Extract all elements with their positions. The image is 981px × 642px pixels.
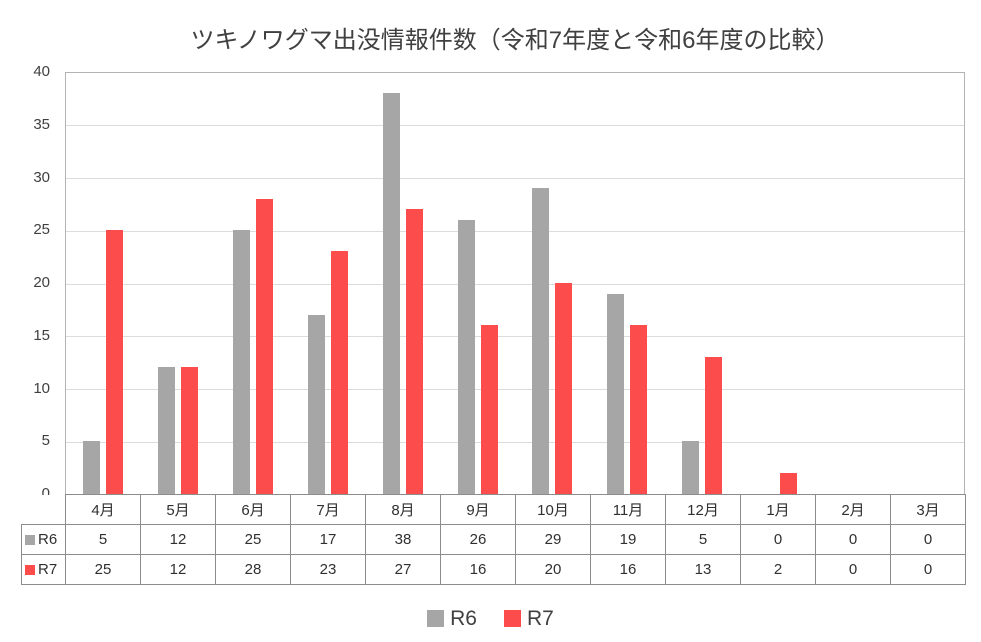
data-table: 4月 5月 6月 7月 8月 9月 10月 11月 12月 1月 2月 3月 R6 5 12 25 17 38 26…: [21, 494, 966, 585]
gridline: [66, 441, 964, 443]
value-cell: 13: [665, 554, 741, 585]
y-tick-label: 0: [41, 485, 50, 502]
month-header-cell: 2月: [815, 494, 891, 525]
bar-r6: [233, 230, 251, 494]
bar-r6: [158, 367, 176, 494]
month-header-cell: 4月: [65, 494, 141, 525]
value-cell: 0: [815, 524, 891, 555]
series-header-cell: R6: [21, 524, 66, 555]
bar-r7: [779, 472, 797, 494]
y-tick-label: 25: [33, 221, 50, 239]
value-cell: 0: [890, 524, 966, 555]
bar-r6: [532, 188, 550, 494]
value-cell: 12: [140, 524, 216, 555]
table-row-months: 4月 5月 6月 7月 8月 9月 10月 11月 12月 1月 2月 3月: [21, 494, 966, 525]
bar-r7: [705, 356, 723, 494]
legend-label: R6: [450, 606, 477, 630]
value-cell: 0: [815, 554, 891, 585]
gridline: [66, 389, 964, 390]
y-tick-label: 10: [33, 379, 50, 397]
value-cell: 0: [740, 524, 816, 555]
bar-r7: [106, 230, 124, 494]
bar-r7: [405, 209, 423, 494]
chart-title: ツキノワグマ出没情報件数（令和7年度と令和6年度の比較）: [190, 27, 840, 54]
value-cell: 19: [590, 524, 666, 555]
gridline: [66, 336, 964, 338]
month-header-cell: 5月: [140, 494, 216, 525]
month-header-cell: 3月: [890, 494, 966, 525]
legend: R6 R7: [0, 605, 981, 631]
y-tick-label: 15: [33, 326, 50, 344]
value-cell: 5: [65, 524, 141, 555]
bar-r6: [607, 293, 625, 494]
table-row-r7: R7 25 12 28 23 27 16 20 16 13 2 0 0: [21, 554, 966, 585]
bar-r6: [307, 314, 325, 494]
y-tick-label: 35: [33, 115, 50, 133]
value-cell: 17: [290, 524, 366, 555]
bar-r7: [256, 198, 274, 494]
value-cell: 26: [440, 524, 516, 555]
series-swatch-icon: [25, 535, 35, 545]
value-cell: 29: [515, 524, 591, 555]
value-cell: 28: [215, 554, 291, 585]
legend-swatch-icon: [427, 609, 445, 627]
gridline: [66, 230, 964, 232]
bar-r6: [457, 219, 475, 494]
value-cell: 27: [365, 554, 441, 585]
plot-area: [65, 72, 965, 494]
bar-r6: [83, 441, 101, 494]
value-cell: 16: [440, 554, 516, 585]
month-header-cell: 11月: [590, 494, 666, 525]
bar-r7: [181, 367, 199, 494]
gridline: [66, 283, 964, 285]
value-cell: 25: [215, 524, 291, 555]
bar-r6: [382, 93, 400, 494]
gridline: [66, 125, 964, 127]
y-tick-label: 30: [33, 168, 50, 186]
value-cell: 38: [365, 524, 441, 555]
legend-swatch-icon: [504, 609, 521, 627]
legend-item-r7: R7: [504, 608, 554, 629]
series-swatch-icon: [25, 565, 35, 575]
y-tick-label: 40: [33, 63, 50, 80]
value-cell: 2: [740, 554, 816, 585]
month-header-cell: 1月: [740, 494, 816, 525]
month-header-cell: 9月: [440, 494, 516, 525]
table-row-r6: R6 5 12 25 17 38 26 29 19 5 0 0 0: [21, 524, 966, 555]
y-tick-label: 5: [41, 432, 50, 450]
bar-r7: [480, 325, 498, 494]
value-cell: 20: [515, 554, 591, 585]
month-header-cell: 10月: [515, 494, 591, 525]
bar-r7: [630, 325, 648, 494]
month-header-cell: 12月: [665, 494, 741, 525]
month-header-cell: 8月: [365, 494, 441, 525]
value-cell: 5: [665, 524, 741, 555]
y-axis-tick-labels: 0 5 10 15 20 25 30 35 40: [0, 0, 50, 642]
value-cell: 12: [140, 554, 216, 585]
value-cell: 0: [890, 554, 966, 585]
gridline: [66, 178, 964, 179]
month-header-cell: 7月: [290, 494, 366, 525]
bar-r7: [330, 251, 348, 494]
value-cell: 25: [65, 554, 141, 585]
series-header-cell: R7: [21, 554, 66, 585]
month-header-cell: 6月: [215, 494, 291, 525]
value-cell: 23: [290, 554, 366, 585]
value-cell: 16: [590, 554, 666, 585]
legend-item-r6: R6: [427, 608, 477, 629]
bar-r6: [682, 441, 700, 494]
bar-r7: [555, 283, 573, 494]
table-corner-cell: [21, 494, 66, 525]
y-tick-label: 20: [33, 274, 50, 291]
legend-label: R7: [527, 606, 554, 630]
